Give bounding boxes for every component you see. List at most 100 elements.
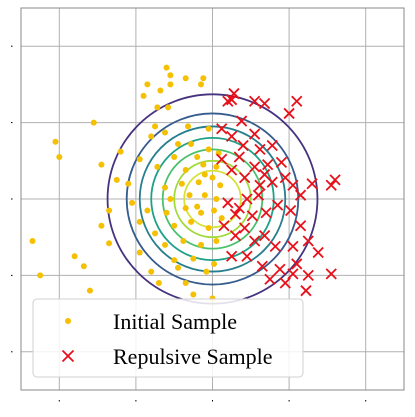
repulsive-sample-point (233, 202, 245, 214)
initial-sample-point (148, 133, 155, 140)
repulsive-sample-point (287, 179, 299, 191)
repulsive-sample-point (300, 285, 312, 297)
initial-sample-point (175, 264, 182, 271)
initial-sample-point (125, 180, 132, 187)
repulsive-sample-series (216, 87, 341, 297)
initial-sample-point (80, 263, 87, 270)
initial-sample-point (188, 218, 195, 225)
repulsive-sample-point (260, 207, 272, 219)
initial-sample-point (178, 180, 185, 187)
initial-sample-point (167, 72, 174, 79)
initial-sample-point (90, 119, 97, 126)
repulsive-sample-point (233, 151, 245, 163)
initial-sample-point (29, 238, 36, 245)
legend-box (32, 298, 304, 378)
initial-sample-point (167, 196, 174, 202)
repulsive-sample-point (262, 158, 274, 171)
initial-sample-point (136, 218, 143, 225)
repulsive-sample-point (254, 143, 266, 155)
legend-initial-label: Initial Sample (113, 309, 237, 334)
repulsive-sample-point (241, 193, 253, 205)
repulsive-sample-point (269, 240, 281, 253)
repulsive-sample-point (222, 197, 234, 209)
legend-initial-marker (65, 318, 71, 324)
initial-sample-point (182, 205, 189, 212)
repulsive-sample-point (216, 123, 228, 135)
contour-ring (183, 169, 242, 229)
initial-sample-point (195, 179, 202, 186)
repulsive-sample-point (248, 128, 261, 140)
repulsive-sample-point (218, 220, 230, 232)
repulsive-sample-point (226, 94, 238, 106)
initial-sample-point (182, 166, 189, 173)
initial-sample-point (198, 241, 205, 248)
initial-sample-point (182, 280, 189, 287)
initial-sample-point (162, 129, 169, 136)
contour-ring (125, 112, 300, 286)
initial-sample-point (194, 153, 201, 160)
repulsive-sample-point (312, 246, 324, 259)
initial-sample-point (171, 222, 178, 229)
repulsive-sample-point (291, 95, 303, 107)
initial-sample-series (29, 64, 225, 302)
initial-sample-point (213, 163, 220, 170)
initial-sample-point (106, 240, 113, 247)
initial-sample-point (180, 238, 187, 245)
initial-sample-point (201, 192, 208, 199)
initial-sample-point (198, 81, 205, 88)
legend-repulsive-marker (61, 349, 75, 363)
initial-sample-point (182, 75, 189, 82)
initial-sample-point (157, 87, 164, 94)
initial-sample-point (52, 138, 59, 145)
initial-sample-point (98, 161, 105, 168)
initial-sample-point (152, 230, 159, 237)
repulsive-sample-point (271, 199, 284, 211)
repulsive-sample-point (228, 87, 240, 100)
repulsive-sample-point (226, 164, 238, 176)
repulsive-sample-point (248, 161, 261, 173)
contour-ring (138, 125, 287, 273)
initial-sample-point (136, 156, 143, 163)
initial-sample-point (209, 174, 216, 181)
initial-sample-point (56, 153, 63, 160)
repulsive-sample-point (229, 208, 242, 220)
initial-sample-point (198, 209, 205, 216)
initial-sample-point (144, 207, 151, 214)
repulsive-sample-point (291, 258, 303, 270)
initial-sample-point (144, 81, 151, 88)
repulsive-sample-point (258, 230, 271, 242)
repulsive-sample-point (241, 250, 253, 262)
plot-frame (20, 7, 405, 391)
repulsive-sample-point (229, 230, 242, 242)
initial-sample-point (117, 148, 124, 155)
initial-sample-point (190, 291, 197, 298)
initial-sample-point (163, 209, 170, 216)
contour-ring (173, 159, 252, 239)
initial-sample-point (154, 163, 161, 170)
initial-sample-point (200, 75, 207, 82)
initial-sample-point (175, 140, 182, 147)
repulsive-sample-point (258, 97, 271, 110)
initial-sample-point (200, 161, 207, 168)
repulsive-sample-point (287, 268, 299, 280)
repulsive-sample-point (279, 277, 291, 289)
initial-sample-point (86, 287, 93, 294)
initial-sample-point (205, 125, 212, 132)
initial-sample-point (113, 176, 120, 183)
initial-sample-point (162, 184, 169, 191)
initial-sample-point (37, 272, 44, 279)
legend-x-glyph (61, 349, 75, 363)
initial-sample-point (213, 196, 220, 202)
repulsive-sample-point (239, 222, 251, 234)
initial-sample-point (155, 280, 162, 287)
repulsive-sample-point (294, 220, 307, 232)
initial-sample-point (213, 238, 220, 245)
initial-sample-point (71, 253, 78, 260)
initial-sample-point (205, 146, 212, 153)
initial-sample-point (167, 81, 174, 88)
repulsive-sample-point (275, 156, 288, 168)
initial-sample-point (194, 203, 201, 210)
axis-ticks (11, 45, 367, 402)
repulsive-sample-point (252, 189, 265, 201)
